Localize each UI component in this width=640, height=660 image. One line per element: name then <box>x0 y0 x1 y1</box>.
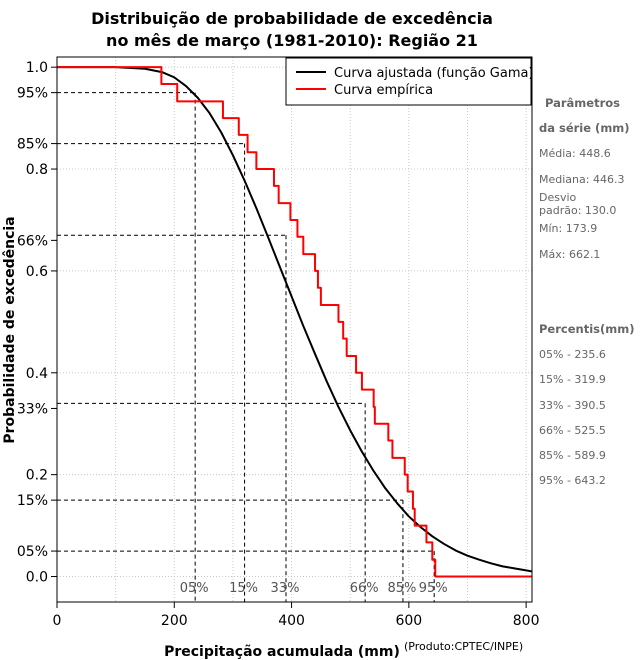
legend: Curva ajustada (função Gama) Curva empír… <box>285 57 534 106</box>
y-pct-tick-label: 66% <box>17 233 48 249</box>
stat-media: Média: 448.6 <box>539 147 611 160</box>
stat-mediana: Mediana: 446.3 <box>539 173 625 186</box>
percentile-x-label: 05% <box>180 581 209 596</box>
percentil-item: 33% - 390.5 <box>539 399 606 412</box>
y-tick-label: 0.2 <box>26 468 48 484</box>
chart-title-line-2: no mês de março (1981-2010): Região 21 <box>106 31 478 50</box>
series-fitted-gamma-line <box>57 66 533 573</box>
stat-desvio-value: padrão: 130.0 <box>539 204 617 217</box>
series-layer <box>57 66 533 578</box>
y-pct-tick-label: 15% <box>17 493 48 509</box>
percentil-item: 15% - 319.9 <box>539 373 606 386</box>
y-tick-label: 0.0 <box>26 570 48 586</box>
y-tick-label: 0.4 <box>26 366 48 382</box>
percentile-x-label: 33% <box>271 581 300 596</box>
x-tick-label: 0 <box>53 613 62 629</box>
x-tick-label: 200 <box>161 613 188 629</box>
percentil-item: 95% - 643.2 <box>539 474 606 487</box>
y-tick-label: 0.8 <box>26 162 48 178</box>
y-pct-tick-label: 85% <box>17 137 48 153</box>
axis-layer: 0 200 400 600 800 0.0 0.2 0.4 0.6 0.8 1.0 05% 15% 33%… <box>17 60 540 629</box>
percentis-header: Percentis(mm) <box>539 322 635 336</box>
y-pct-tick-label: 95% <box>17 86 48 102</box>
legend-label-empirical: Curva empírica <box>334 83 433 98</box>
x-axis-label: Precipitação acumulada (mm) <box>164 644 400 660</box>
percentile-x-label: 15% <box>229 581 258 596</box>
stat-desvio-label: Desvio <box>539 191 577 204</box>
y-axis-label: Probabilidade de excedência <box>2 216 18 443</box>
x-tick-label: 600 <box>395 613 422 629</box>
percentile-guide-layer <box>57 92 435 602</box>
series-empirical-step-line <box>57 66 532 578</box>
params-subheader: da série (mm) <box>539 121 630 135</box>
grid-layer <box>56 57 532 602</box>
y-tick-label: 1.0 <box>26 60 48 76</box>
stat-min: Mín: 173.9 <box>539 222 598 235</box>
credit-label: (Produto:CPTEC/INPE) <box>404 640 523 653</box>
percentil-item: 85% - 589.9 <box>539 449 606 462</box>
chart-title-line-1: Distribuição de probabilidade de excedên… <box>91 9 493 28</box>
x-tick-label: 800 <box>513 613 540 629</box>
percentile-x-label: 95% <box>419 581 448 596</box>
percentil-item: 66% - 525.5 <box>539 424 606 437</box>
percentil-item: 05% - 235.6 <box>539 348 606 361</box>
y-pct-tick-label: 33% <box>17 401 48 417</box>
legend-box <box>285 57 532 106</box>
y-pct-tick-label: 05% <box>17 544 48 560</box>
percentile-x-label: 66% <box>350 581 379 596</box>
y-tick-label: 0.6 <box>26 264 48 280</box>
stat-max: Máx: 662.1 <box>539 248 601 261</box>
percentile-x-label: 85% <box>387 581 416 596</box>
x-tick-label: 400 <box>278 613 305 629</box>
plot-frame <box>56 56 533 603</box>
params-header: Parâmetros <box>545 96 621 110</box>
legend-label-fitted: Curva ajustada (função Gama) <box>334 66 534 81</box>
